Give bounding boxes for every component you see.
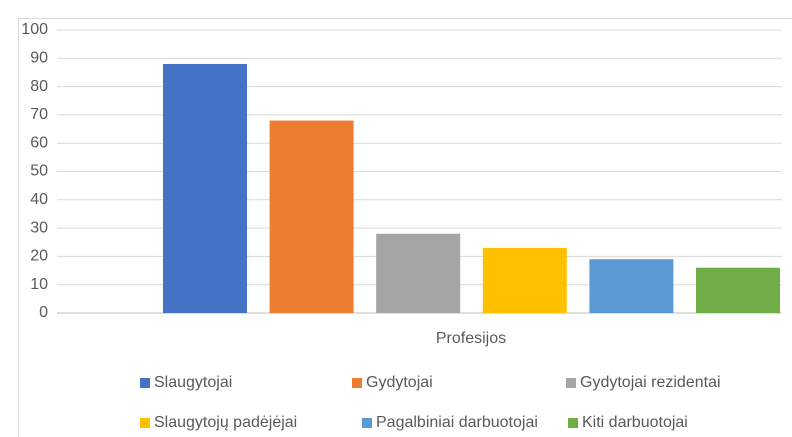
bar [376, 233, 461, 313]
bar [482, 247, 567, 313]
bar [696, 267, 780, 313]
bar [589, 259, 674, 313]
legend-label: Slaugytojai [154, 374, 232, 391]
x-axis-label: Profesijos [436, 330, 506, 347]
legend-label: Gydytojai [366, 374, 433, 391]
bar [163, 63, 247, 314]
legend-swatch [140, 378, 150, 388]
legend-swatch [568, 418, 578, 428]
legend-label: Pagalbiniai darbuotojai [376, 414, 538, 431]
legend-label: Slaugytojų padėjėjai [154, 414, 297, 431]
y-tick-label: 30 [30, 219, 48, 236]
legend-swatch [140, 418, 150, 428]
y-tick-label: 20 [30, 248, 48, 265]
y-tick-label: 90 [30, 50, 48, 67]
y-tick-label: 60 [30, 134, 48, 151]
y-tick-label: 80 [30, 78, 48, 95]
legend-swatch [352, 378, 362, 388]
y-tick-label: 0 [39, 304, 48, 321]
y-tick-label: 40 [30, 191, 48, 208]
y-tick-label: 100 [21, 21, 48, 38]
bar [269, 120, 354, 313]
legend-label: Gydytojai rezidentai [580, 374, 721, 391]
y-tick-label: 50 [30, 163, 48, 180]
y-tick-label: 70 [30, 106, 48, 123]
y-tick-label: 10 [30, 276, 48, 293]
legend-label: Kiti darbuotojai [582, 414, 688, 431]
legend-swatch [566, 378, 576, 388]
legend-swatch [362, 418, 372, 428]
